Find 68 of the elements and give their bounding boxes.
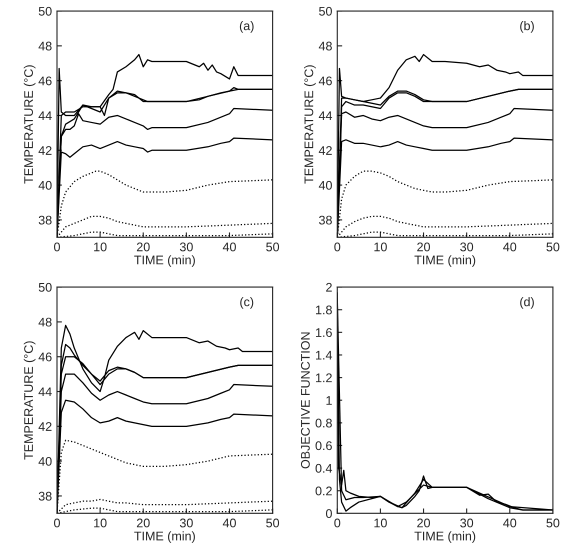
y-tick-label: 42 (38, 422, 52, 431)
x-tick-label: 0 (54, 518, 60, 528)
y-tick-label: 1.6 (316, 328, 332, 337)
x-tick-label: 10 (374, 518, 387, 528)
x-axis-title: TIME (min) (414, 255, 476, 267)
y-tick-label: 2 (326, 282, 332, 292)
x-tick-label: 40 (222, 518, 236, 528)
y-tick-label: 48 (318, 42, 332, 51)
y-tick-label: 0.4 (316, 464, 332, 473)
y-tick-label: 44 (38, 111, 52, 120)
annotation: (b) (520, 21, 534, 33)
annotation: (d) (520, 297, 534, 309)
y-tick-label: 42 (38, 146, 52, 155)
y-tick-label: 38 (38, 216, 52, 225)
y-tick-label: 50 (319, 6, 332, 16)
y-tick-label: 0.2 (316, 486, 332, 496)
x-tick-label: 40 (222, 242, 236, 252)
x-tick-label: 20 (136, 518, 150, 528)
y-axis-title: TEMPERATURE (°C) (24, 341, 36, 460)
y-axis-title: OBJECTIVE FUNCTION (300, 332, 310, 468)
y-tick-label: 50 (38, 282, 52, 292)
x-tick-label: 50 (546, 242, 560, 252)
annotation: (c) (240, 297, 254, 309)
y-tick-label: 40 (38, 456, 52, 466)
y-tick-label: 46 (38, 76, 52, 86)
x-tick-label: 10 (94, 242, 107, 252)
x-tick-label: 30 (460, 518, 474, 528)
y-tick-label: 0.6 (316, 441, 332, 450)
y-axis-title: TEMPERATURE (°C) (24, 65, 36, 184)
x-tick-label: 10 (94, 518, 107, 528)
y-tick-label: 0.8 (316, 418, 332, 428)
y-tick-label: 40 (318, 180, 332, 190)
x-tick-label: 0 (334, 518, 340, 528)
annotation: (a) (240, 21, 254, 33)
x-tick-label: 20 (136, 242, 150, 252)
x-tick-label: 20 (417, 242, 430, 252)
y-tick-label: 1.2 (316, 373, 332, 382)
x-tick-label: 40 (503, 242, 516, 252)
x-axis-title: TIME (min) (134, 255, 195, 267)
y-tick-label: 48 (38, 42, 52, 51)
y-tick-label: 42 (318, 146, 332, 155)
x-tick-label: 0 (334, 242, 340, 252)
y-tick-label: 48 (38, 318, 52, 327)
y-tick-label: 50 (38, 6, 52, 16)
x-tick-label: 0 (54, 242, 60, 252)
y-tick-label: 1.8 (316, 306, 332, 314)
x-tick-label: 30 (180, 518, 193, 528)
y-tick-label: 44 (318, 111, 332, 120)
y-tick-label: 46 (318, 76, 332, 86)
x-tick-label: 50 (266, 242, 280, 252)
x-tick-label: 20 (417, 518, 430, 528)
y-tick-label: 38 (319, 216, 332, 225)
y-tick-label: 1 (326, 396, 332, 405)
x-tick-label: 40 (503, 518, 516, 528)
x-tick-label: 50 (266, 518, 280, 528)
y-tick-label: 44 (38, 387, 52, 396)
y-tick-label: 1.4 (316, 350, 332, 360)
y-axis-title: TEMPERATURE (°C) (304, 65, 316, 184)
x-tick-label: 10 (374, 242, 387, 252)
y-tick-label: 46 (38, 352, 52, 362)
x-tick-label: 30 (460, 242, 474, 252)
x-tick-label: 30 (180, 242, 193, 252)
y-tick-label: 40 (38, 180, 52, 190)
x-axis-title: TIME (min) (414, 531, 476, 543)
x-tick-label: 50 (546, 518, 560, 528)
y-tick-label: 0 (326, 509, 332, 518)
x-axis-title: TIME (min) (134, 531, 195, 543)
y-tick-label: 38 (38, 492, 52, 501)
